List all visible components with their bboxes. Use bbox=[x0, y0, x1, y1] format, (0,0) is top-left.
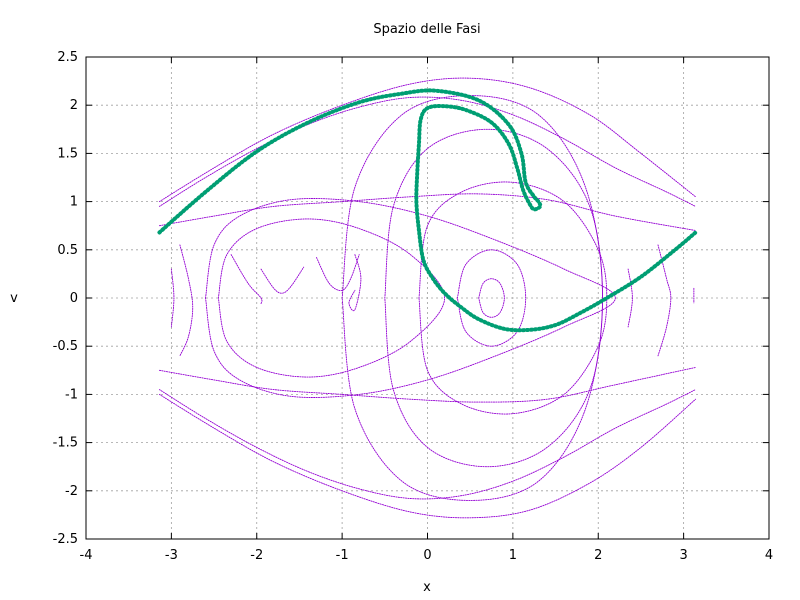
x-tick-label: -2 bbox=[250, 548, 263, 563]
y-tick-label: -2.5 bbox=[53, 532, 78, 547]
phase-trajectory bbox=[316, 254, 360, 291]
x-tick-label: 3 bbox=[679, 548, 687, 563]
x-tick-label: 4 bbox=[765, 548, 773, 563]
phase-trajectory bbox=[341, 95, 603, 501]
phase-trajectory bbox=[158, 389, 697, 500]
y-tick-label: -2 bbox=[65, 484, 78, 499]
x-axis-title: x bbox=[423, 580, 431, 595]
phase-trajectory bbox=[230, 254, 263, 305]
phase-trajectory bbox=[478, 278, 505, 318]
x-tick-label: 1 bbox=[509, 548, 517, 563]
x-tick-label: -1 bbox=[336, 548, 349, 563]
y-tick-label: 1.5 bbox=[57, 146, 78, 161]
x-tick-label: 2 bbox=[594, 548, 602, 563]
x-tick-label: 0 bbox=[423, 548, 431, 563]
y-tick-label: 2 bbox=[70, 98, 78, 113]
y-tick-label: 1 bbox=[70, 195, 78, 210]
highlight-trajectory bbox=[157, 88, 698, 333]
phase-trajectory bbox=[627, 268, 633, 328]
phase-trajectory bbox=[348, 254, 362, 312]
phase-trajectory bbox=[158, 96, 697, 207]
data-layer bbox=[157, 77, 698, 519]
x-tick-label: -3 bbox=[165, 548, 178, 563]
phase-trajectory bbox=[179, 244, 194, 357]
grid-lines bbox=[86, 57, 769, 539]
phase-trajectory bbox=[158, 393, 697, 519]
phase-trajectory bbox=[158, 366, 697, 403]
y-tick-label: 0 bbox=[70, 291, 78, 306]
phase-trajectory bbox=[217, 218, 446, 378]
phase-trajectory bbox=[158, 77, 697, 203]
phase-trajectory bbox=[205, 198, 616, 398]
axis-ticks: -4 -3 -2 -1 0 1 2 3 4 -2.5 -2 -1.5 -1 -0.5 0 0.5 1 1.5 2 2.… bbox=[53, 50, 774, 563]
chart-title: Spazio delle Fasi bbox=[373, 22, 480, 37]
phase-trajectory bbox=[456, 249, 527, 347]
phase-trajectory bbox=[657, 244, 672, 357]
phase-trajectory bbox=[170, 268, 175, 328]
phase-trajectory bbox=[260, 266, 305, 294]
y-tick-label: 0.5 bbox=[57, 243, 78, 258]
y-tick-label: -1.5 bbox=[53, 436, 78, 451]
x-tick-label: -4 bbox=[80, 548, 93, 563]
y-tick-label: -0.5 bbox=[53, 339, 78, 354]
y-tick-label: 2.5 bbox=[57, 50, 78, 65]
phase-trajectory bbox=[158, 193, 697, 231]
y-tick-label: -1 bbox=[65, 387, 78, 402]
y-axis-title: v bbox=[10, 291, 18, 306]
